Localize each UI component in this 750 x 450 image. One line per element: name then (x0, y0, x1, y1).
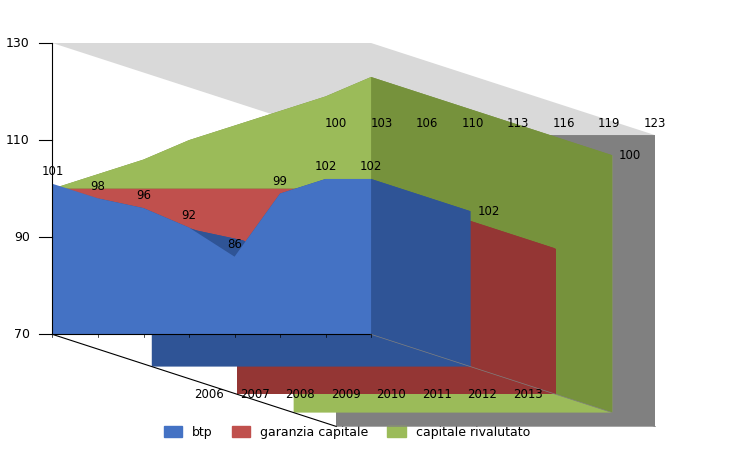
Text: 116: 116 (553, 117, 575, 130)
Legend: btp, garanzia capitale, capitale rivalutato: btp, garanzia capitale, capitale rivalut… (158, 421, 536, 444)
Text: 110: 110 (6, 134, 30, 147)
Text: 2013: 2013 (513, 387, 543, 400)
Text: 2009: 2009 (331, 387, 361, 400)
Polygon shape (53, 179, 371, 334)
Polygon shape (371, 77, 612, 413)
Text: 102: 102 (360, 160, 382, 173)
Text: 101: 101 (41, 165, 64, 178)
Text: 2006: 2006 (194, 387, 224, 400)
Text: 90: 90 (13, 231, 30, 244)
Polygon shape (294, 155, 612, 413)
Polygon shape (237, 248, 556, 394)
Text: 102: 102 (477, 205, 500, 218)
Text: 2011: 2011 (422, 387, 451, 400)
Polygon shape (371, 189, 556, 394)
Polygon shape (53, 189, 556, 248)
Text: 103: 103 (370, 117, 393, 130)
Text: 123: 123 (644, 117, 666, 130)
Text: 100: 100 (619, 149, 641, 162)
Text: 70: 70 (13, 328, 30, 341)
Text: 119: 119 (598, 117, 620, 130)
Polygon shape (53, 43, 655, 135)
Text: 86: 86 (227, 238, 242, 251)
Polygon shape (53, 77, 371, 334)
Text: 92: 92 (182, 209, 196, 222)
Text: 96: 96 (136, 189, 151, 202)
Text: 2010: 2010 (376, 387, 406, 400)
Text: 100: 100 (325, 117, 347, 130)
Polygon shape (53, 189, 371, 334)
Text: 106: 106 (416, 117, 439, 130)
Text: 2012: 2012 (467, 387, 497, 400)
Polygon shape (371, 179, 470, 367)
Polygon shape (152, 211, 470, 367)
Text: 130: 130 (6, 36, 30, 50)
Text: 2007: 2007 (240, 387, 269, 400)
Polygon shape (336, 135, 655, 427)
Polygon shape (53, 179, 470, 289)
Text: 98: 98 (91, 180, 106, 193)
Text: 102: 102 (314, 160, 337, 173)
Text: 99: 99 (272, 175, 287, 188)
Text: 113: 113 (507, 117, 530, 130)
Text: 2008: 2008 (285, 387, 315, 400)
Polygon shape (53, 77, 612, 267)
Text: 110: 110 (461, 117, 484, 130)
